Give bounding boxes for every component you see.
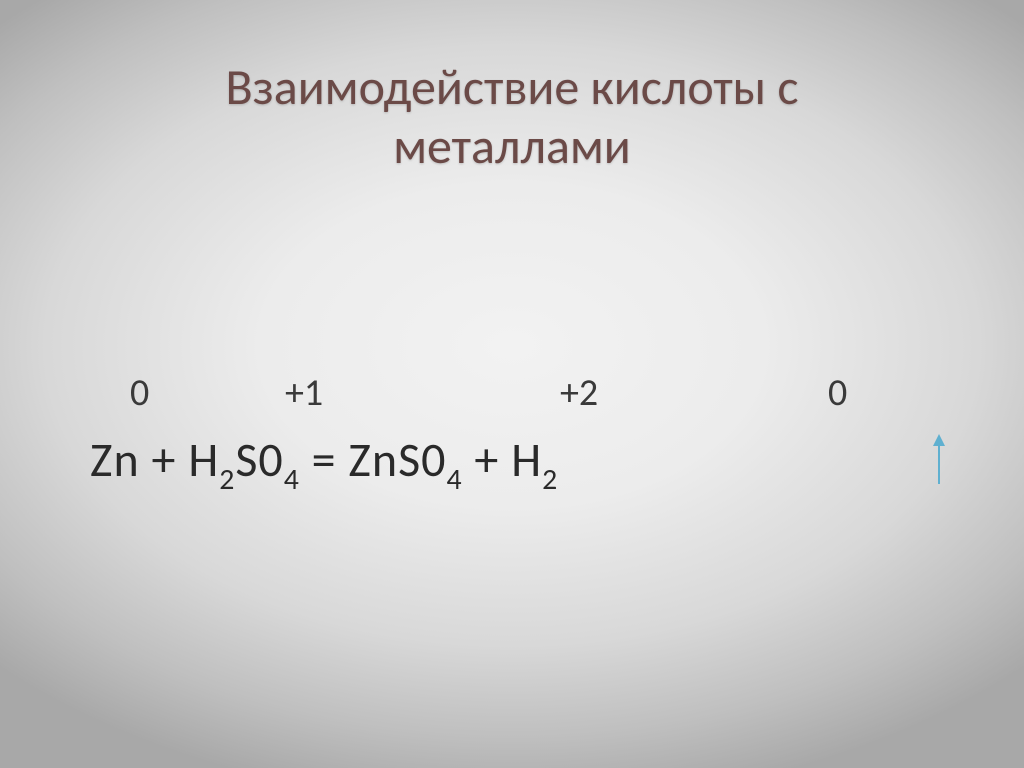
title-line-1: Взаимодействие кислоты с — [225, 57, 798, 118]
charge-h2: 0 — [828, 370, 847, 416]
slide-title: Взаимодействие кислоты с металлами — [0, 58, 1024, 176]
gas-arrow-icon — [938, 436, 940, 484]
eq-h2: H — [511, 430, 542, 489]
equation-area: 0 +1 +2 0 Zn + H2S04 = ZnS04 + H2 — [90, 370, 930, 495]
eq-sub4b: 4 — [446, 461, 462, 497]
eq-plus1: + — [140, 430, 189, 489]
eq-equals: = — [300, 430, 349, 489]
eq-h: H — [188, 430, 219, 489]
oxidation-states-row: 0 +1 +2 0 — [90, 370, 930, 430]
charge-h: +1 — [285, 370, 323, 416]
eq-sub4a: 4 — [284, 461, 300, 497]
eq-sub2b: 2 — [542, 461, 558, 497]
eq-zn: Zn — [90, 430, 140, 489]
eq-zns04: ZnS0 — [348, 430, 446, 489]
chemical-equation: Zn + H2S04 = ZnS04 + H2 — [90, 430, 930, 495]
title-line-2: металлами — [393, 116, 631, 177]
eq-sub2a: 2 — [219, 461, 235, 497]
eq-s04: S0 — [235, 430, 283, 489]
slide: Взаимодействие кислоты с металлами 0 +1 … — [0, 0, 1024, 768]
eq-plus2: + — [463, 430, 512, 489]
charge-zn: 0 — [130, 370, 149, 416]
charge-zn2: +2 — [560, 370, 598, 416]
